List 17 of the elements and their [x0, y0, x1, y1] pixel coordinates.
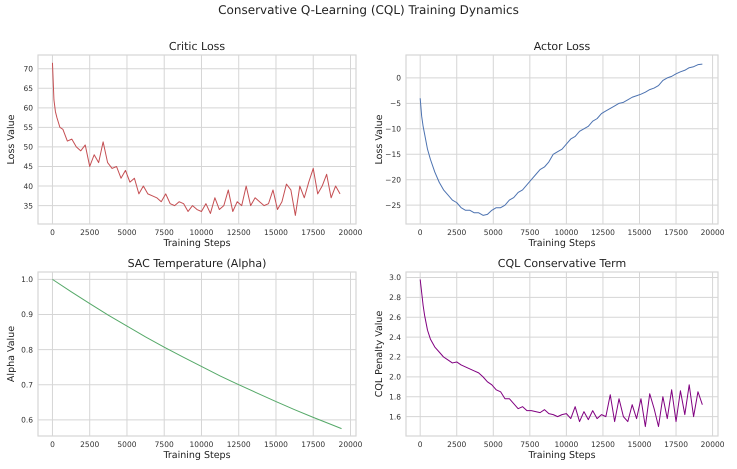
y-axis-title: CQL Penalty Value	[374, 310, 385, 398]
chart-title: CQL Conservative Term	[498, 257, 626, 270]
y-axis-title: Loss Value	[374, 114, 385, 164]
chart-title: Critic Loss	[168, 40, 226, 53]
chart-title: SAC Temperature (Alpha)	[128, 257, 266, 270]
line-series	[52, 62, 341, 216]
line-series	[52, 278, 342, 430]
text: Conservative Q-Learning (CQL) Training Dynamics	[218, 3, 519, 17]
line-series	[420, 64, 703, 216]
line-series	[420, 278, 703, 428]
chart-title: Actor Loss	[534, 40, 591, 53]
x-axis-title: Training Steps	[527, 238, 596, 249]
x-axis-title: Training Steps	[527, 450, 596, 461]
x-axis-title: Training Steps	[162, 450, 231, 461]
x-axis-title: Training Steps	[162, 238, 231, 249]
y-axis-title: Loss Value	[6, 114, 17, 164]
y-axis-title: Alpha Value	[6, 326, 17, 382]
